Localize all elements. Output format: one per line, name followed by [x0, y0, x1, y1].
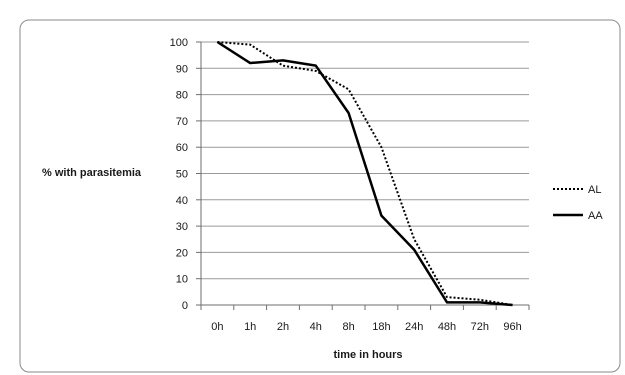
gridlines: [196, 41, 530, 310]
x-tick-label: 72h: [471, 321, 489, 333]
y-tick-label: 80: [176, 90, 188, 102]
x-tick-label: 8h: [342, 321, 354, 333]
chart-border: [19, 19, 621, 373]
legend-label-al: AL: [588, 184, 601, 196]
x-tick-label: 2h: [277, 321, 289, 333]
x-tick-label: 1h: [244, 321, 256, 333]
x-tick-label: 48h: [438, 321, 456, 333]
x-tick-label: 24h: [405, 321, 423, 333]
x-tick-label: 96h: [503, 321, 521, 333]
x-axis-ticks: 0h 1h 2h 4h 8h 18h 24h 48h 72h 96h: [211, 321, 522, 333]
y-tick-label: 0: [182, 300, 188, 312]
y-tick-label: 100: [170, 37, 188, 49]
y-tick-label: 50: [176, 169, 188, 181]
y-axis-title: % with parasitemia: [42, 167, 142, 179]
legend: AL AA: [553, 184, 603, 222]
y-tick-label: 10: [176, 274, 188, 286]
series-line-al: [217, 41, 513, 306]
y-tick-label: 20: [176, 247, 188, 259]
y-tick-label: 60: [176, 142, 188, 154]
x-tick-label: 0h: [211, 321, 223, 333]
y-tick-label: 30: [176, 221, 188, 233]
series-lines: [216, 40, 513, 307]
y-tick-label: 40: [176, 195, 188, 207]
series-line-aa: [216, 40, 513, 307]
y-tick-label: 70: [176, 116, 188, 128]
x-axis-title: time in hours: [333, 349, 402, 361]
x-tick-label: 4h: [310, 321, 322, 333]
y-axis-ticks: 0 10 20 30 40 50 60 70 80 90 100: [170, 37, 188, 312]
legend-label-aa: AA: [588, 210, 603, 222]
y-tick-label: 90: [176, 63, 188, 75]
x-tick-label: 18h: [372, 321, 390, 333]
